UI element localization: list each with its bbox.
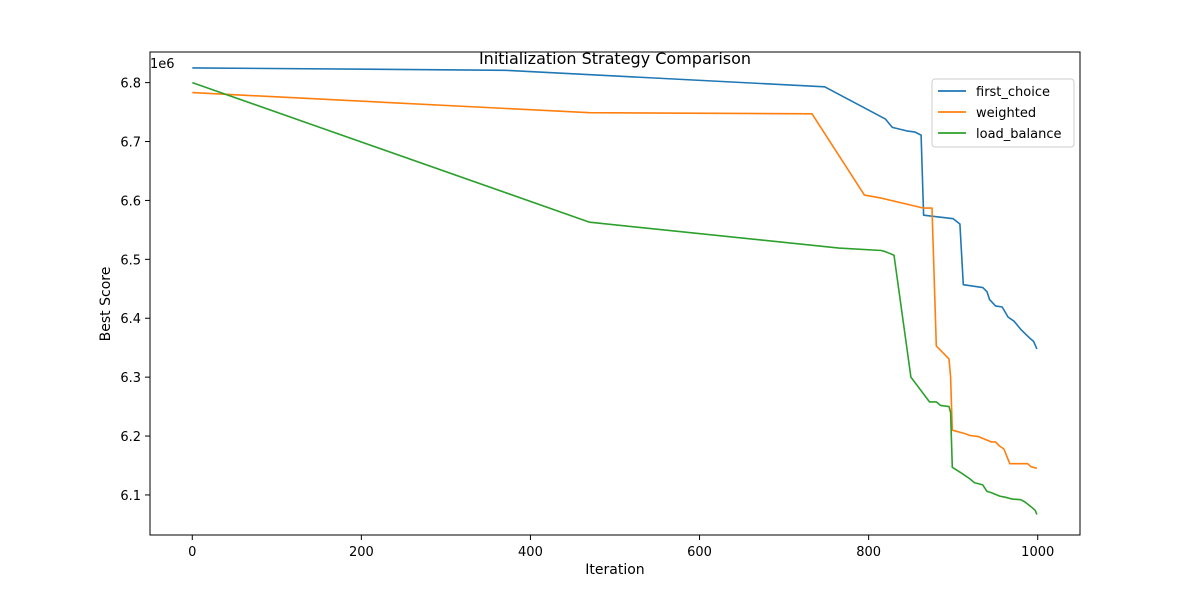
series-line-load-balance bbox=[192, 81, 1038, 515]
y-tick-label: 6.3 bbox=[120, 371, 141, 386]
x-axis-label: Iteration bbox=[585, 562, 644, 578]
y-tick-label: 6.6 bbox=[120, 194, 141, 209]
y-tick-label: 6.8 bbox=[120, 77, 141, 92]
x-tick-label: 400 bbox=[518, 545, 543, 560]
axis-ticks: 0 200 400 600 800 1000 6.1 6.2 6.3 6.4 6.5 6.6 6.7 6.… bbox=[120, 77, 1054, 560]
series-lines bbox=[192, 67, 1038, 515]
legend: first_choice weighted load_balance bbox=[931, 78, 1075, 148]
series-line-weighted bbox=[192, 91, 1038, 470]
y-axis-label: Best Score bbox=[98, 267, 114, 342]
y-tick-label: 6.2 bbox=[120, 430, 141, 445]
y-tick-label: 6.4 bbox=[120, 312, 141, 327]
chart-title: Initialization Strategy Comparison bbox=[479, 49, 751, 68]
x-tick-label: 1000 bbox=[1021, 545, 1054, 560]
x-tick-label: 800 bbox=[856, 545, 881, 560]
legend-label: weighted bbox=[976, 106, 1036, 121]
x-tick-label: 200 bbox=[349, 545, 374, 560]
x-tick-label: 0 bbox=[188, 545, 196, 560]
x-tick-label: 600 bbox=[687, 545, 712, 560]
plot-area-frame bbox=[149, 51, 1081, 536]
legend-label: load_balance bbox=[976, 127, 1061, 142]
series-line-first-choice bbox=[192, 67, 1038, 350]
y-tick-label: 6.7 bbox=[120, 136, 141, 151]
legend-label: first_choice bbox=[976, 85, 1050, 100]
y-tick-label: 6.5 bbox=[120, 253, 141, 268]
y-tick-label: 6.1 bbox=[120, 489, 141, 504]
y-axis-offset-label: 1e6 bbox=[150, 57, 175, 72]
legend-box bbox=[931, 78, 1075, 148]
